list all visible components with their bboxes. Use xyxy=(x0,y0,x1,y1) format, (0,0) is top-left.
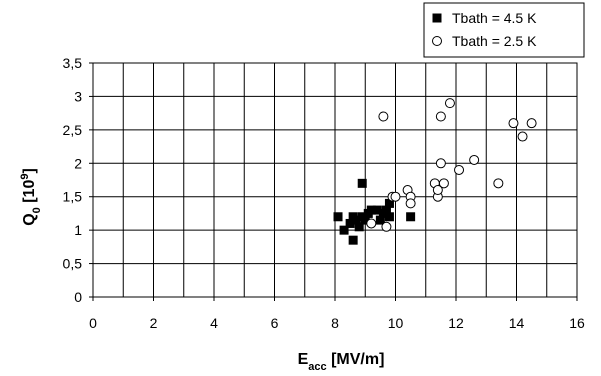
y-tick-label: 0 xyxy=(74,289,82,305)
x-tick-label: 4 xyxy=(210,315,218,331)
data-point-circle xyxy=(508,118,519,129)
x-axis-title: Eacc [MV/m] xyxy=(298,351,385,373)
y-tick-label: 0,5 xyxy=(63,256,83,272)
data-point-square xyxy=(363,208,373,218)
data-point-square xyxy=(351,215,361,225)
grid-lines xyxy=(93,63,577,297)
data-point-square xyxy=(333,212,343,222)
data-point-circle xyxy=(381,221,392,232)
x-tick-label: 14 xyxy=(509,315,525,331)
legend-box xyxy=(423,2,585,58)
data-point-circle xyxy=(493,178,504,189)
legend-marker-circle xyxy=(432,36,442,46)
data-point-circle xyxy=(435,158,446,169)
x-tick-label: 8 xyxy=(331,315,339,331)
legend: Tbath = 4.5 K Tbath = 2.5 K xyxy=(423,2,585,58)
x-tick-label: 2 xyxy=(150,315,158,331)
x-tick-label: 10 xyxy=(388,315,404,331)
y-tick-label: 3 xyxy=(74,88,82,104)
y-tick-label: 1,5 xyxy=(63,189,83,205)
x-tick-label: 0 xyxy=(89,315,97,331)
legend-marker-square xyxy=(432,13,442,23)
y-tick-label: 1 xyxy=(74,222,82,238)
x-tick-label: 16 xyxy=(569,315,585,331)
data-point-square xyxy=(348,235,358,245)
data-point-circle xyxy=(517,131,528,142)
data-point-square xyxy=(375,215,385,225)
data-point-square xyxy=(372,205,382,215)
y-tick-label: 2 xyxy=(74,155,82,171)
legend-label: Tbath = 2.5 K xyxy=(452,33,537,49)
x-tick-label: 6 xyxy=(271,315,279,331)
y-axis-title: Q0 [109] xyxy=(19,168,43,226)
data-point-square xyxy=(384,198,394,208)
data-point-circle xyxy=(469,154,480,165)
x-tick-label: 12 xyxy=(448,315,464,331)
data-point-circle xyxy=(454,164,465,175)
data-point-square xyxy=(384,212,394,222)
y-tick-label: 2,5 xyxy=(63,122,83,138)
data-point-circle xyxy=(438,178,449,189)
data-point-square xyxy=(339,225,349,235)
data-point-square xyxy=(357,178,367,188)
data-point-circle xyxy=(526,118,537,129)
data-points xyxy=(333,98,537,245)
data-point-circle xyxy=(435,111,446,122)
data-point-circle xyxy=(405,198,416,209)
data-point-square xyxy=(345,218,355,228)
data-point-circle xyxy=(378,111,389,122)
data-point-square xyxy=(406,212,416,222)
legend-label: Tbath = 4.5 K xyxy=(452,10,537,26)
data-point-square xyxy=(354,222,364,232)
data-point-circle xyxy=(444,98,455,109)
data-point-square xyxy=(381,205,391,215)
data-point-circle xyxy=(390,191,401,202)
tick-labels: 0 2 4 6 8 10 12 14 16 0 0,5 1 1,5 2 2,5 3 3,5 xyxy=(63,55,585,331)
data-point-circle xyxy=(432,185,443,196)
data-point-circle xyxy=(366,218,377,229)
y-tick-label: 3,5 xyxy=(63,55,83,71)
data-point-square xyxy=(360,215,370,225)
